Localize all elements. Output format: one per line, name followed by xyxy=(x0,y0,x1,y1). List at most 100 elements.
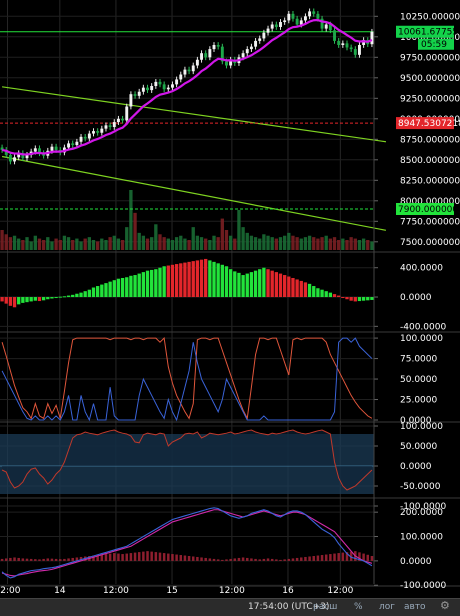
macd-bar xyxy=(328,292,333,298)
candle-body xyxy=(328,24,332,31)
ppo-bar xyxy=(25,558,29,561)
ppo-bar xyxy=(254,558,257,561)
ema-line xyxy=(1,18,373,156)
percent-button[interactable]: % xyxy=(354,602,363,612)
last-price-countdown: 05:59 xyxy=(418,38,454,50)
ppo-bar xyxy=(13,557,16,561)
y-tick-label: 9250.00000000 xyxy=(400,94,460,104)
x-tick-label: 12:00 xyxy=(327,586,353,596)
macd-bar xyxy=(332,294,337,298)
macd-bar xyxy=(29,297,33,302)
support-tag-text: 7900.00000000 xyxy=(398,205,460,215)
y-tick-label: 8750.00000000 xyxy=(400,135,460,145)
candle-body xyxy=(191,65,195,72)
macd-bar xyxy=(150,269,154,298)
macd-bar xyxy=(282,275,287,298)
candle-body xyxy=(216,45,220,47)
resistance-tag-text: 8947.53072182 xyxy=(398,119,460,129)
volume-bar xyxy=(150,237,154,250)
candle-body xyxy=(345,43,349,48)
candle-body xyxy=(229,59,233,66)
candle-body xyxy=(92,131,95,134)
macd-bar xyxy=(125,277,129,298)
ppo-bar xyxy=(92,555,95,561)
candle-body xyxy=(303,16,307,21)
ppo-bar xyxy=(17,557,20,561)
macd-bar xyxy=(104,283,108,298)
y-tick-label: -100.0000 xyxy=(400,502,446,512)
volume-bar xyxy=(303,237,308,250)
auto-button[interactable]: авто xyxy=(404,602,426,612)
macd-bar xyxy=(116,278,121,298)
resistance-tag: 8947.53072182 xyxy=(396,117,460,130)
ppo-bar xyxy=(158,552,162,561)
macd-bar xyxy=(307,283,312,298)
gear-icon[interactable]: ⚙ xyxy=(440,599,450,612)
candle-body xyxy=(370,31,374,45)
candle-body xyxy=(312,11,316,14)
ppo-bar xyxy=(337,553,340,561)
ppo-bar xyxy=(225,559,228,561)
ppo-bar xyxy=(129,553,133,561)
volume-bar xyxy=(224,230,229,250)
x-tick-label: 12:00 xyxy=(103,586,129,596)
ppo-bar xyxy=(266,558,270,561)
log-button[interactable]: лог xyxy=(379,602,395,612)
volume-bar xyxy=(170,240,175,250)
y-tick-label: 75.0000 xyxy=(400,355,437,365)
candle-body xyxy=(96,131,100,133)
candle-body xyxy=(341,43,345,45)
volume-bar xyxy=(361,238,366,250)
volume-bar xyxy=(295,237,299,250)
candle-body xyxy=(4,149,8,155)
candle-body xyxy=(212,45,216,50)
y-tick-label: 50.0000 xyxy=(400,442,437,452)
ppo-bar xyxy=(345,552,349,561)
volume-bar xyxy=(174,237,179,250)
volume-bar xyxy=(307,235,312,250)
ppo-bar xyxy=(46,558,50,561)
volume-bar xyxy=(299,238,303,250)
ppo-bar xyxy=(258,559,261,561)
candle-body xyxy=(54,146,58,150)
ppo-bar xyxy=(204,557,207,561)
candle-body xyxy=(349,47,353,50)
volume-bar xyxy=(154,224,158,250)
y-tick-label: 8500.00000000 xyxy=(400,156,460,166)
y-tick-label: 400.0000 xyxy=(400,264,443,274)
volume-bar xyxy=(258,238,262,250)
y-tick-label: 100.0000 xyxy=(400,334,443,344)
volume-bar xyxy=(104,240,108,250)
rsi-area xyxy=(2,430,372,490)
ppo-bar xyxy=(154,552,158,561)
macd-bar xyxy=(212,261,216,298)
candle-body xyxy=(79,136,83,142)
candle-body xyxy=(308,11,312,17)
macd-bar xyxy=(75,293,79,298)
macd-bar xyxy=(133,275,137,298)
range-button[interactable]: расш xyxy=(313,602,338,612)
ppo-bar xyxy=(262,558,266,561)
candle-body xyxy=(295,18,299,25)
volume-bar xyxy=(195,235,200,250)
volume-bar xyxy=(341,238,345,250)
ppo-bar xyxy=(162,553,166,561)
stoch-k-line xyxy=(1,337,373,421)
macd-bar xyxy=(233,271,237,298)
ppo-bar xyxy=(308,556,311,561)
macd-bar xyxy=(46,297,50,300)
macd-bar xyxy=(87,289,92,298)
volume-bar xyxy=(95,241,100,250)
macd-bar xyxy=(357,297,362,302)
last-price-tag-box xyxy=(396,25,454,38)
ppo-bar xyxy=(333,553,336,561)
candle-body xyxy=(220,46,224,62)
macd-bar xyxy=(320,289,324,298)
candle-body xyxy=(154,81,158,86)
ppo-bar xyxy=(233,558,237,561)
last-price-tag-text: 10061.67755855 xyxy=(398,28,460,38)
macd-bar xyxy=(62,296,67,298)
ppo-bar xyxy=(133,552,137,561)
macd-bar xyxy=(17,297,21,305)
